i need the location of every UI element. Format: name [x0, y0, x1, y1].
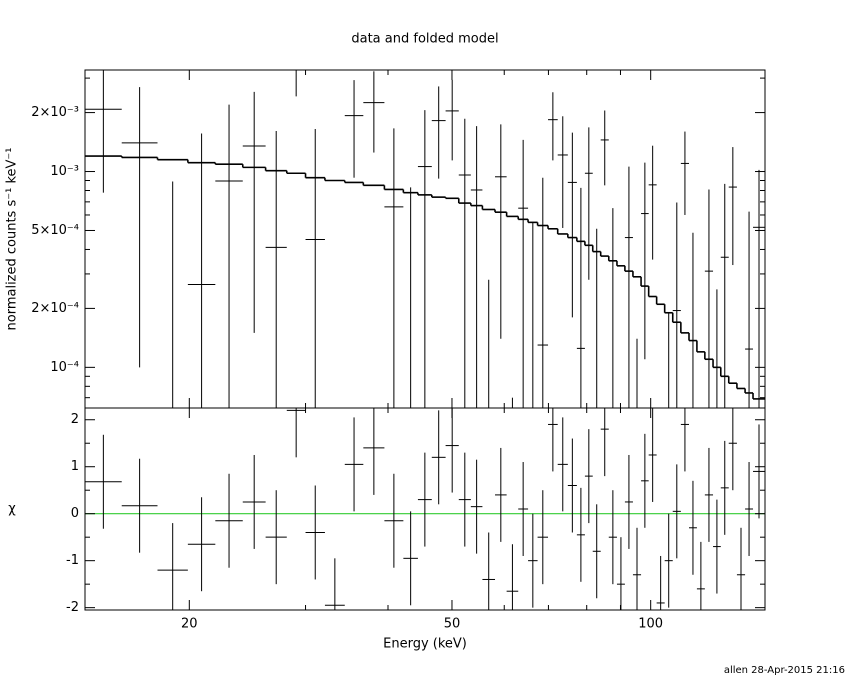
y-tick-label: 10⁻⁴: [50, 360, 79, 375]
x-tick-label: 50: [444, 617, 461, 632]
footer: allen 28-Apr-2015 21:16: [724, 665, 845, 676]
y-tick-label: 2×10⁻⁴: [31, 301, 79, 316]
y-tick-label: 10⁻³: [50, 164, 79, 179]
x-axis-label: Energy (keV): [383, 637, 467, 652]
plot-area: [85, 408, 765, 610]
x-tick-label: 100: [638, 617, 663, 632]
frame: [84, 407, 766, 611]
y-tick-label: 2: [71, 412, 79, 427]
x-tick-label: 20: [181, 617, 198, 632]
y-axis-label: χ: [8, 502, 16, 517]
y-tick-label: 2×10⁻³: [31, 105, 79, 120]
y-tick-label: -2: [66, 600, 79, 615]
y-tick-label: 0: [71, 506, 79, 521]
y-tick-label: 1: [71, 459, 79, 474]
chart-title: data and folded model: [351, 32, 498, 47]
y-tick-label: -1: [66, 553, 79, 568]
y-axis-label: normalized counts s⁻¹ keV⁻¹: [5, 148, 20, 331]
axes: 10⁻⁴ 2×10⁻⁴ 5×10⁻⁴ 10⁻³ 2×10⁻³ -2 -1 0 1 2 20 50 100: [31, 69, 766, 632]
plot-area: [85, 70, 765, 408]
y-tick-label: 5×10⁻⁴: [31, 223, 79, 238]
